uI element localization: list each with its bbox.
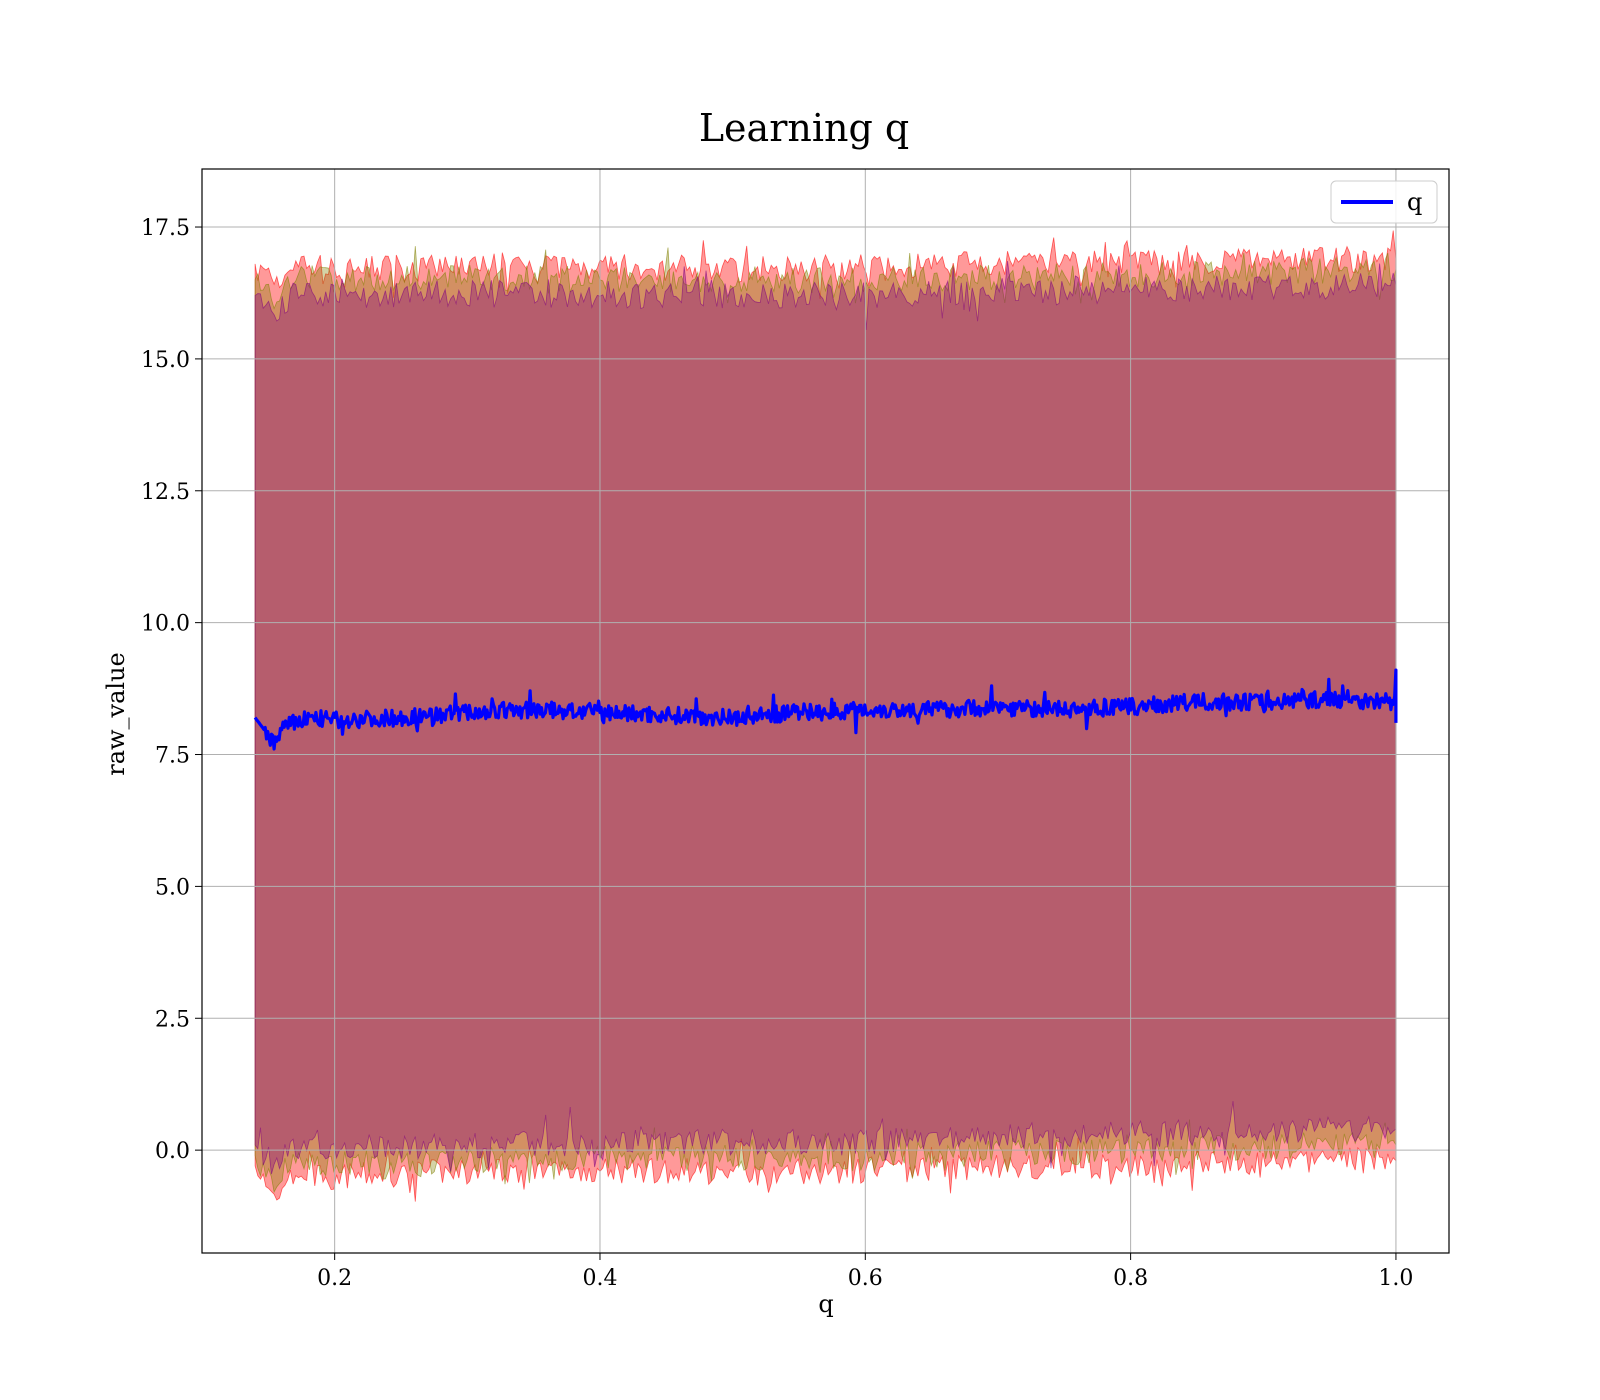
y-tick-label: 7.5 — [155, 744, 190, 769]
y-axis-label: raw_value — [102, 652, 130, 776]
x-tick-label: 0.2 — [317, 1266, 352, 1291]
plot-frame — [201, 168, 1450, 1254]
y-tick-label: 5.0 — [155, 875, 190, 900]
x-tick-label: 0.8 — [1113, 1266, 1148, 1291]
y-tick-label: 17.5 — [141, 216, 190, 241]
y-axis: 0.0 2.5 5.0 7.5 10.0 12.5 15.0 17.5 — [141, 216, 202, 1164]
series-line-q — [253, 668, 1398, 751]
confidence-bands — [254, 230, 1397, 1202]
y-tick-label: 15.0 — [141, 348, 190, 373]
x-tick-label: 0.6 — [848, 1266, 883, 1291]
x-axis-label: q — [818, 1290, 833, 1318]
y-tick-label: 0.0 — [155, 1139, 190, 1164]
series-layer — [253, 668, 1398, 751]
chart-title: Learning q — [699, 106, 909, 150]
y-tick-label: 12.5 — [141, 480, 190, 505]
x-tick-label: 1.0 — [1378, 1266, 1413, 1291]
x-axis: 0.2 0.4 0.6 0.8 1.0 — [317, 1253, 1413, 1291]
legend-label: q — [1407, 188, 1422, 216]
x-tick-label: 0.4 — [582, 1266, 617, 1291]
y-tick-label: 2.5 — [155, 1007, 190, 1032]
legend: q — [1330, 180, 1438, 224]
y-tick-label: 10.0 — [141, 612, 190, 637]
